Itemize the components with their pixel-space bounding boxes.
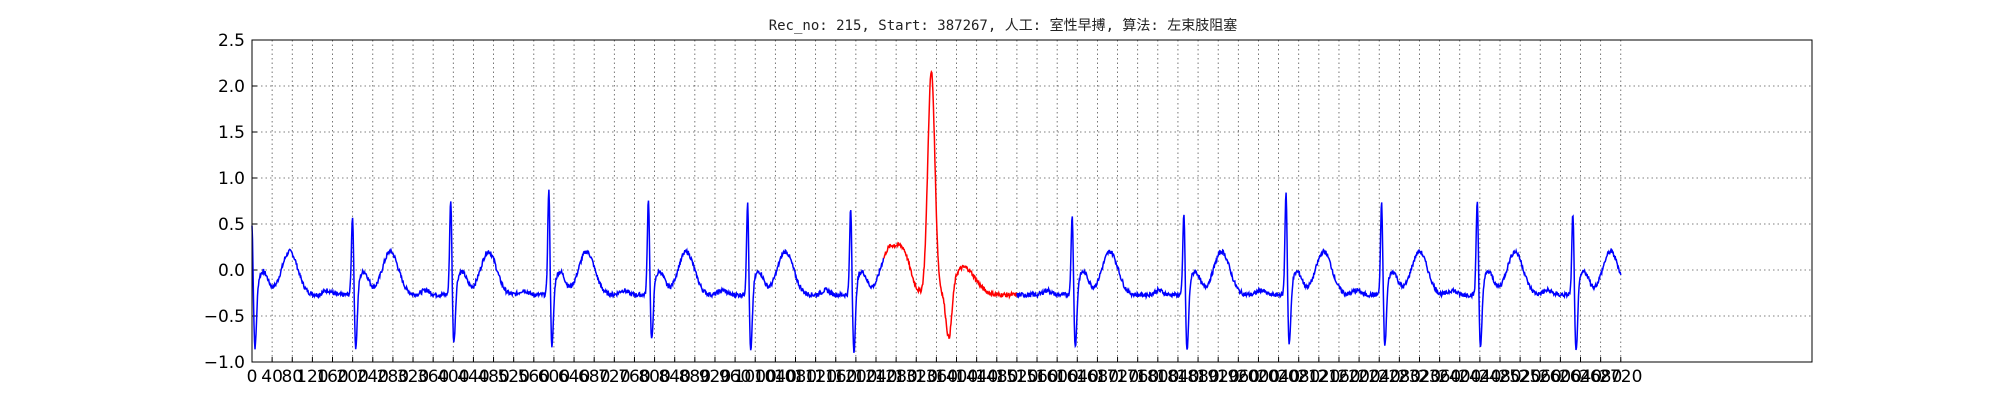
- series: [251, 70, 1622, 353]
- x-tick-label: 1960: [1217, 367, 1260, 387]
- x-tick-label: 1200: [834, 367, 877, 387]
- x-tick-label: 2360: [1418, 367, 1461, 387]
- x-tick-label: 120: [296, 367, 328, 387]
- x-tick-label: 2400: [1438, 367, 1481, 387]
- x-tick-label: 1480: [975, 367, 1018, 387]
- x-tick-label: 840: [658, 367, 690, 387]
- ecg-trace-normal: [251, 189, 885, 353]
- x-tick-label: 600: [538, 367, 570, 387]
- x-tick-label: 560: [518, 367, 550, 387]
- x-tick-label: 2480: [1478, 367, 1521, 387]
- x-tick-label: 2000: [1237, 367, 1280, 387]
- y-tick-label: 1.5: [218, 123, 245, 143]
- x-axis: 0 408012016020024028032036040044048052056…: [247, 357, 1642, 387]
- x-tick-label: 800: [638, 367, 670, 387]
- x-tick-label: 280: [377, 367, 409, 387]
- x-tick-label: 2320: [1398, 367, 1441, 387]
- x-tick-label: 1560: [1015, 367, 1058, 387]
- x-tick-label: 440: [457, 367, 489, 387]
- x-tick-label: 2160: [1317, 367, 1360, 387]
- x-tick-label: 1920: [1197, 367, 1240, 387]
- x-tick-label: 2520: [1498, 367, 1541, 387]
- x-tick-label: 1400: [935, 367, 978, 387]
- y-tick-label: 0.0: [218, 261, 245, 281]
- x-tick-label: 320: [397, 367, 429, 387]
- x-tick-label: 2680: [1579, 367, 1622, 387]
- x-tick-label: 2640: [1559, 367, 1602, 387]
- x-tick-label: 40: [261, 367, 283, 387]
- x-tick-label: 920: [699, 367, 731, 387]
- x-tick-label: 880: [679, 367, 711, 387]
- chart-title: Rec_no: 215, Start: 387267, 人工: 室性早搏, 算法…: [769, 17, 1238, 34]
- x-tick-label: 1640: [1056, 367, 1099, 387]
- x-tick-label: 1120: [794, 367, 837, 387]
- x-tick-label: 480: [477, 367, 509, 387]
- x-tick-label: 400: [437, 367, 469, 387]
- x-tick-label: 0: [247, 367, 258, 387]
- x-tick-label: 2720: [1599, 367, 1642, 387]
- x-tick-label: 720: [598, 367, 630, 387]
- x-tick-label: 1760: [1116, 367, 1159, 387]
- x-tick-label: 360: [417, 367, 449, 387]
- ecg-trace-normal: [1016, 192, 1622, 351]
- y-axis: −1.0 −0.5 0.0 0.5 1.0 1.5 2.0 2.5: [204, 31, 257, 373]
- x-tick-label: 1600: [1036, 367, 1079, 387]
- x-tick-label: 2120: [1297, 367, 1340, 387]
- x-tick-label: 200: [336, 367, 368, 387]
- x-tick-label: 1360: [915, 367, 958, 387]
- x-tick-label: 2280: [1378, 367, 1421, 387]
- x-tick-label: 760: [618, 367, 650, 387]
- x-tick-label: 1680: [1076, 367, 1119, 387]
- x-tick-label: 2440: [1458, 367, 1501, 387]
- x-tick-label: 2200: [1337, 367, 1380, 387]
- x-tick-label: 1840: [1156, 367, 1199, 387]
- x-tick-label: 80: [281, 367, 303, 387]
- x-tick-label: 2560: [1519, 367, 1562, 387]
- x-tick-label: 1320: [895, 367, 938, 387]
- x-tick-label: 1160: [814, 367, 857, 387]
- y-tick-label: 2.0: [218, 77, 245, 97]
- y-tick-label: 1.0: [218, 169, 245, 189]
- x-tick-label: 520: [497, 367, 529, 387]
- x-tick-label: 240: [357, 367, 389, 387]
- x-tick-label: 1440: [955, 367, 998, 387]
- x-tick-label: 1040: [754, 367, 797, 387]
- x-tick-label: 960: [719, 367, 751, 387]
- x-tick-label: 2600: [1539, 367, 1582, 387]
- x-tick-label: 1000: [734, 367, 777, 387]
- x-tick-label: 680: [578, 367, 610, 387]
- x-tick-label: 1800: [1136, 367, 1179, 387]
- plot-frame: [251, 39, 1813, 363]
- y-tick-label: 0.5: [218, 215, 245, 235]
- ecg-trace-highlight: [883, 70, 1018, 339]
- x-tick-label: 2040: [1257, 367, 1300, 387]
- x-tick-label: 2080: [1277, 367, 1320, 387]
- y-tick-label: −0.5: [204, 307, 245, 327]
- x-tick-label: 1280: [874, 367, 917, 387]
- x-tick-label: 1240: [854, 367, 897, 387]
- x-tick-label: 1880: [1176, 367, 1219, 387]
- y-tick-label: −1.0: [204, 353, 245, 373]
- x-tick-label: 1520: [995, 367, 1038, 387]
- x-tick-label: 1720: [1096, 367, 1139, 387]
- x-tick-label: 1080: [774, 367, 817, 387]
- x-tick-label: 640: [558, 367, 590, 387]
- x-tick-label: 160: [316, 367, 348, 387]
- x-tick-label: 2240: [1358, 367, 1401, 387]
- y-tick-label: 2.5: [218, 31, 245, 51]
